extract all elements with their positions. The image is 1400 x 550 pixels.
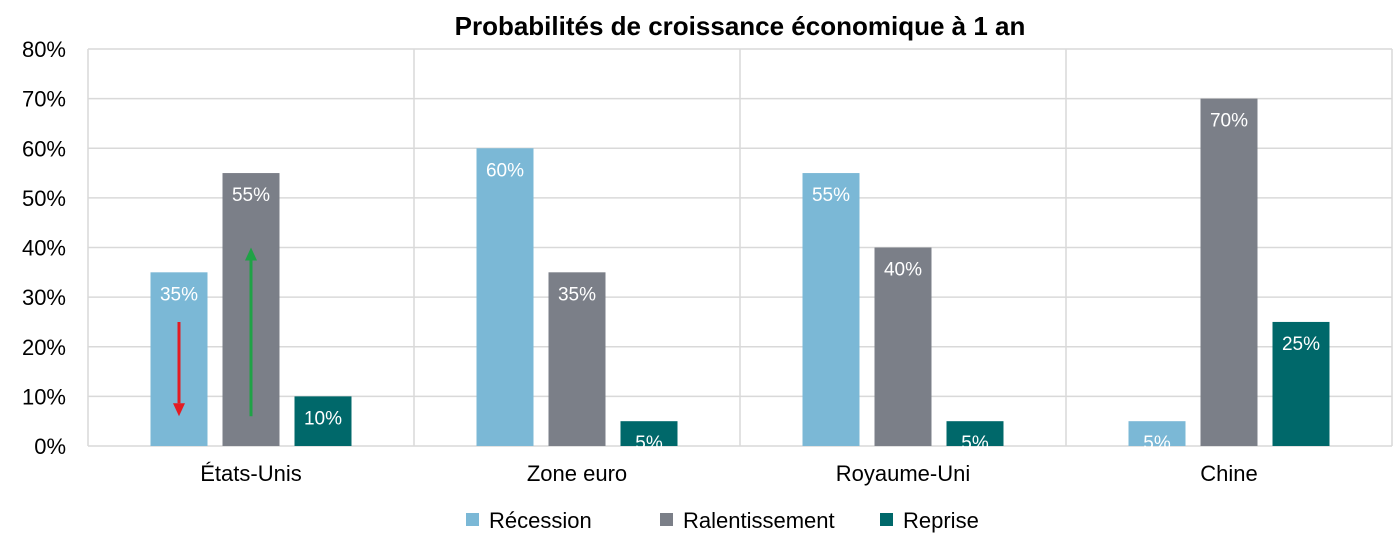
x-category-label: Royaume-Uni (836, 461, 971, 486)
y-tick-label: 40% (22, 236, 66, 261)
bar-ralentissement-chine (1200, 98, 1258, 446)
x-category-label: Zone euro (527, 461, 627, 486)
y-axis: 0% 10% 20% 30% 40% 50% 60% 70% 80% (22, 37, 66, 459)
bar-value-label: 70% (1210, 111, 1248, 132)
legend-label: Récession (489, 508, 592, 533)
legend-label: Reprise (903, 508, 979, 533)
legend-swatch (880, 513, 893, 526)
x-category-label: Chine (1200, 461, 1257, 486)
annotations (173, 247, 257, 417)
bar-recession-chine (1128, 421, 1186, 446)
bar-recession-zone-euro (476, 148, 534, 446)
legend-swatch (660, 513, 673, 526)
y-tick-label: 0% (34, 434, 66, 459)
bar-value-label: 5% (1143, 433, 1171, 454)
legend-item-reprise: Reprise (880, 508, 979, 533)
legend-swatch (466, 513, 479, 526)
legend: Récession Ralentissement Reprise (466, 508, 979, 533)
y-tick-label: 60% (22, 136, 66, 161)
bar-value-label: 5% (635, 433, 663, 454)
y-tick-label: 30% (22, 285, 66, 310)
y-tick-label: 10% (22, 384, 66, 409)
bar-reprise-zone-euro (620, 421, 678, 446)
y-tick-label: 20% (22, 335, 66, 360)
bar-reprise-etats-unis (294, 396, 352, 446)
y-tick-label: 70% (22, 87, 66, 112)
bar-value-label: 5% (961, 433, 989, 454)
bar-value-label: 10% (304, 408, 342, 429)
bars (150, 98, 1330, 446)
chart-title: Probabilités de croissance économique à … (455, 11, 1026, 41)
legend-item-ralentissement: Ralentissement (660, 508, 835, 533)
bar-value-label: 25% (1282, 334, 1320, 355)
legend-label: Ralentissement (683, 508, 835, 533)
y-tick-label: 80% (22, 37, 66, 62)
arrow-up-annotation (245, 247, 257, 417)
bar-reprise-chine (1272, 321, 1330, 446)
y-tick-label: 50% (22, 186, 66, 211)
bar-value-label: 35% (558, 284, 596, 305)
gridlines (87, 48, 1393, 447)
bar-recession-royaume-uni (802, 173, 860, 446)
arrow-down-annotation (173, 321, 185, 417)
bar-labels: 35% 60% 55% 5% 55% 35% 40% 70% 10% 5% 5% 25% (160, 111, 1320, 455)
bar-value-label: 55% (812, 185, 850, 206)
bar-ralentissement-zone-euro (548, 272, 606, 446)
bar-value-label: 40% (884, 260, 922, 281)
bar-value-label: 55% (232, 185, 270, 206)
legend-item-recession: Récession (466, 508, 592, 533)
x-category-label: États-Unis (200, 461, 301, 486)
bar-reprise-royaume-uni (946, 421, 1004, 446)
x-axis: États-Unis Zone euro Royaume-Uni Chine (200, 461, 1257, 486)
bar-value-label: 35% (160, 284, 198, 305)
bar-ralentissement-royaume-uni (874, 247, 932, 446)
bar-value-label: 60% (486, 160, 524, 181)
